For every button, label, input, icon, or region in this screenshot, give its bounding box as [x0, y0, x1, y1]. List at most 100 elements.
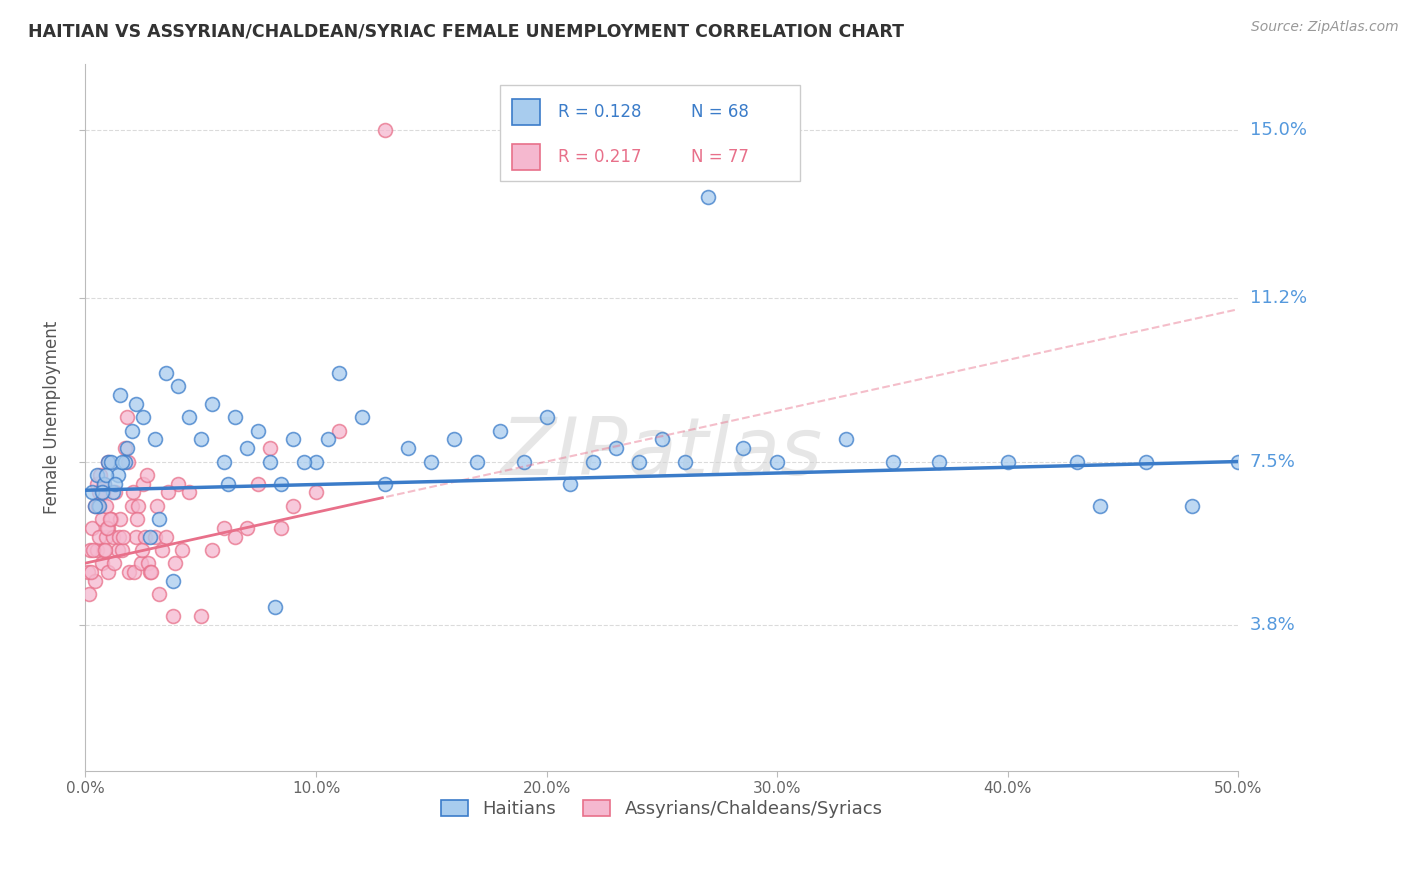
Point: [100, 454, 122, 468]
Point: [83, 499, 105, 513]
Point: [89, 485, 111, 500]
Point: [83, 499, 105, 513]
Point: [93, 542, 115, 557]
Text: N = 68: N = 68: [690, 103, 748, 121]
Point: [236, 521, 259, 535]
Point: [558, 476, 581, 491]
Point: [1135, 454, 1157, 468]
Point: [420, 454, 443, 468]
Point: [96, 499, 118, 513]
Point: [101, 485, 124, 500]
Text: Source: ZipAtlas.com: Source: ZipAtlas.com: [1251, 20, 1399, 34]
Point: [673, 454, 696, 468]
Text: ZIPatlas: ZIPatlas: [501, 414, 823, 491]
Point: [1227, 454, 1250, 468]
Point: [132, 476, 155, 491]
Point: [731, 442, 754, 456]
Point: [443, 433, 465, 447]
Text: R = 0.217: R = 0.217: [558, 148, 641, 166]
Point: [115, 410, 138, 425]
Text: HAITIAN VS ASSYRIAN/CHALDEAN/SYRIAC FEMALE UNEMPLOYMENT CORRELATION CHART: HAITIAN VS ASSYRIAN/CHALDEAN/SYRIAC FEMA…: [28, 22, 904, 40]
Point: [512, 454, 534, 468]
Point: [236, 442, 259, 456]
Point: [328, 424, 350, 438]
Point: [96, 467, 118, 482]
Point: [294, 454, 316, 468]
Point: [122, 565, 145, 579]
Point: [135, 467, 157, 482]
Point: [114, 442, 136, 456]
Point: [305, 454, 328, 468]
Point: [165, 556, 187, 570]
Point: [536, 410, 558, 425]
Point: [82, 521, 104, 535]
Point: [117, 454, 139, 468]
Point: [82, 542, 104, 557]
Point: [352, 410, 374, 425]
Point: [1066, 454, 1088, 468]
Point: [190, 433, 212, 447]
Point: [121, 485, 143, 500]
Point: [89, 467, 111, 482]
Point: [136, 556, 159, 570]
Point: [121, 424, 143, 438]
Point: [107, 542, 129, 557]
Point: [131, 542, 153, 557]
FancyBboxPatch shape: [501, 86, 800, 181]
Point: [627, 454, 650, 468]
Text: N = 77: N = 77: [690, 148, 748, 166]
FancyBboxPatch shape: [512, 99, 540, 125]
Point: [91, 485, 114, 500]
Point: [108, 388, 131, 402]
Point: [1181, 499, 1204, 513]
Point: [155, 366, 177, 380]
Point: [582, 454, 605, 468]
Point: [259, 442, 281, 456]
Point: [77, 587, 100, 601]
Point: [111, 454, 134, 468]
Point: [127, 499, 149, 513]
Point: [179, 410, 201, 425]
Point: [90, 556, 112, 570]
Point: [374, 476, 396, 491]
Point: [766, 454, 789, 468]
Point: [150, 542, 173, 557]
Point: [882, 454, 904, 468]
Point: [217, 476, 239, 491]
Point: [86, 542, 108, 557]
Point: [247, 424, 270, 438]
Point: [134, 530, 156, 544]
Point: [316, 433, 339, 447]
Point: [104, 476, 127, 491]
Point: [139, 565, 162, 579]
Point: [96, 521, 118, 535]
Point: [155, 530, 177, 544]
Text: 11.2%: 11.2%: [1250, 289, 1306, 307]
Point: [374, 123, 396, 137]
Point: [224, 530, 246, 544]
Point: [697, 189, 720, 203]
Point: [80, 565, 103, 579]
Point: [118, 565, 141, 579]
Point: [129, 556, 152, 570]
Point: [143, 530, 166, 544]
Point: [281, 433, 304, 447]
Point: [328, 366, 350, 380]
Point: [100, 512, 122, 526]
Point: [141, 565, 163, 579]
Point: [166, 379, 188, 393]
Point: [97, 521, 120, 535]
Point: [247, 476, 270, 491]
Point: [139, 530, 162, 544]
Point: [162, 609, 184, 624]
Point: [928, 454, 950, 468]
Point: [263, 600, 285, 615]
Point: [87, 499, 110, 513]
Point: [90, 512, 112, 526]
Point: [104, 485, 127, 500]
Point: [83, 574, 105, 588]
Point: [166, 476, 188, 491]
Point: [281, 499, 304, 513]
Point: [98, 512, 121, 526]
Point: [115, 442, 138, 456]
